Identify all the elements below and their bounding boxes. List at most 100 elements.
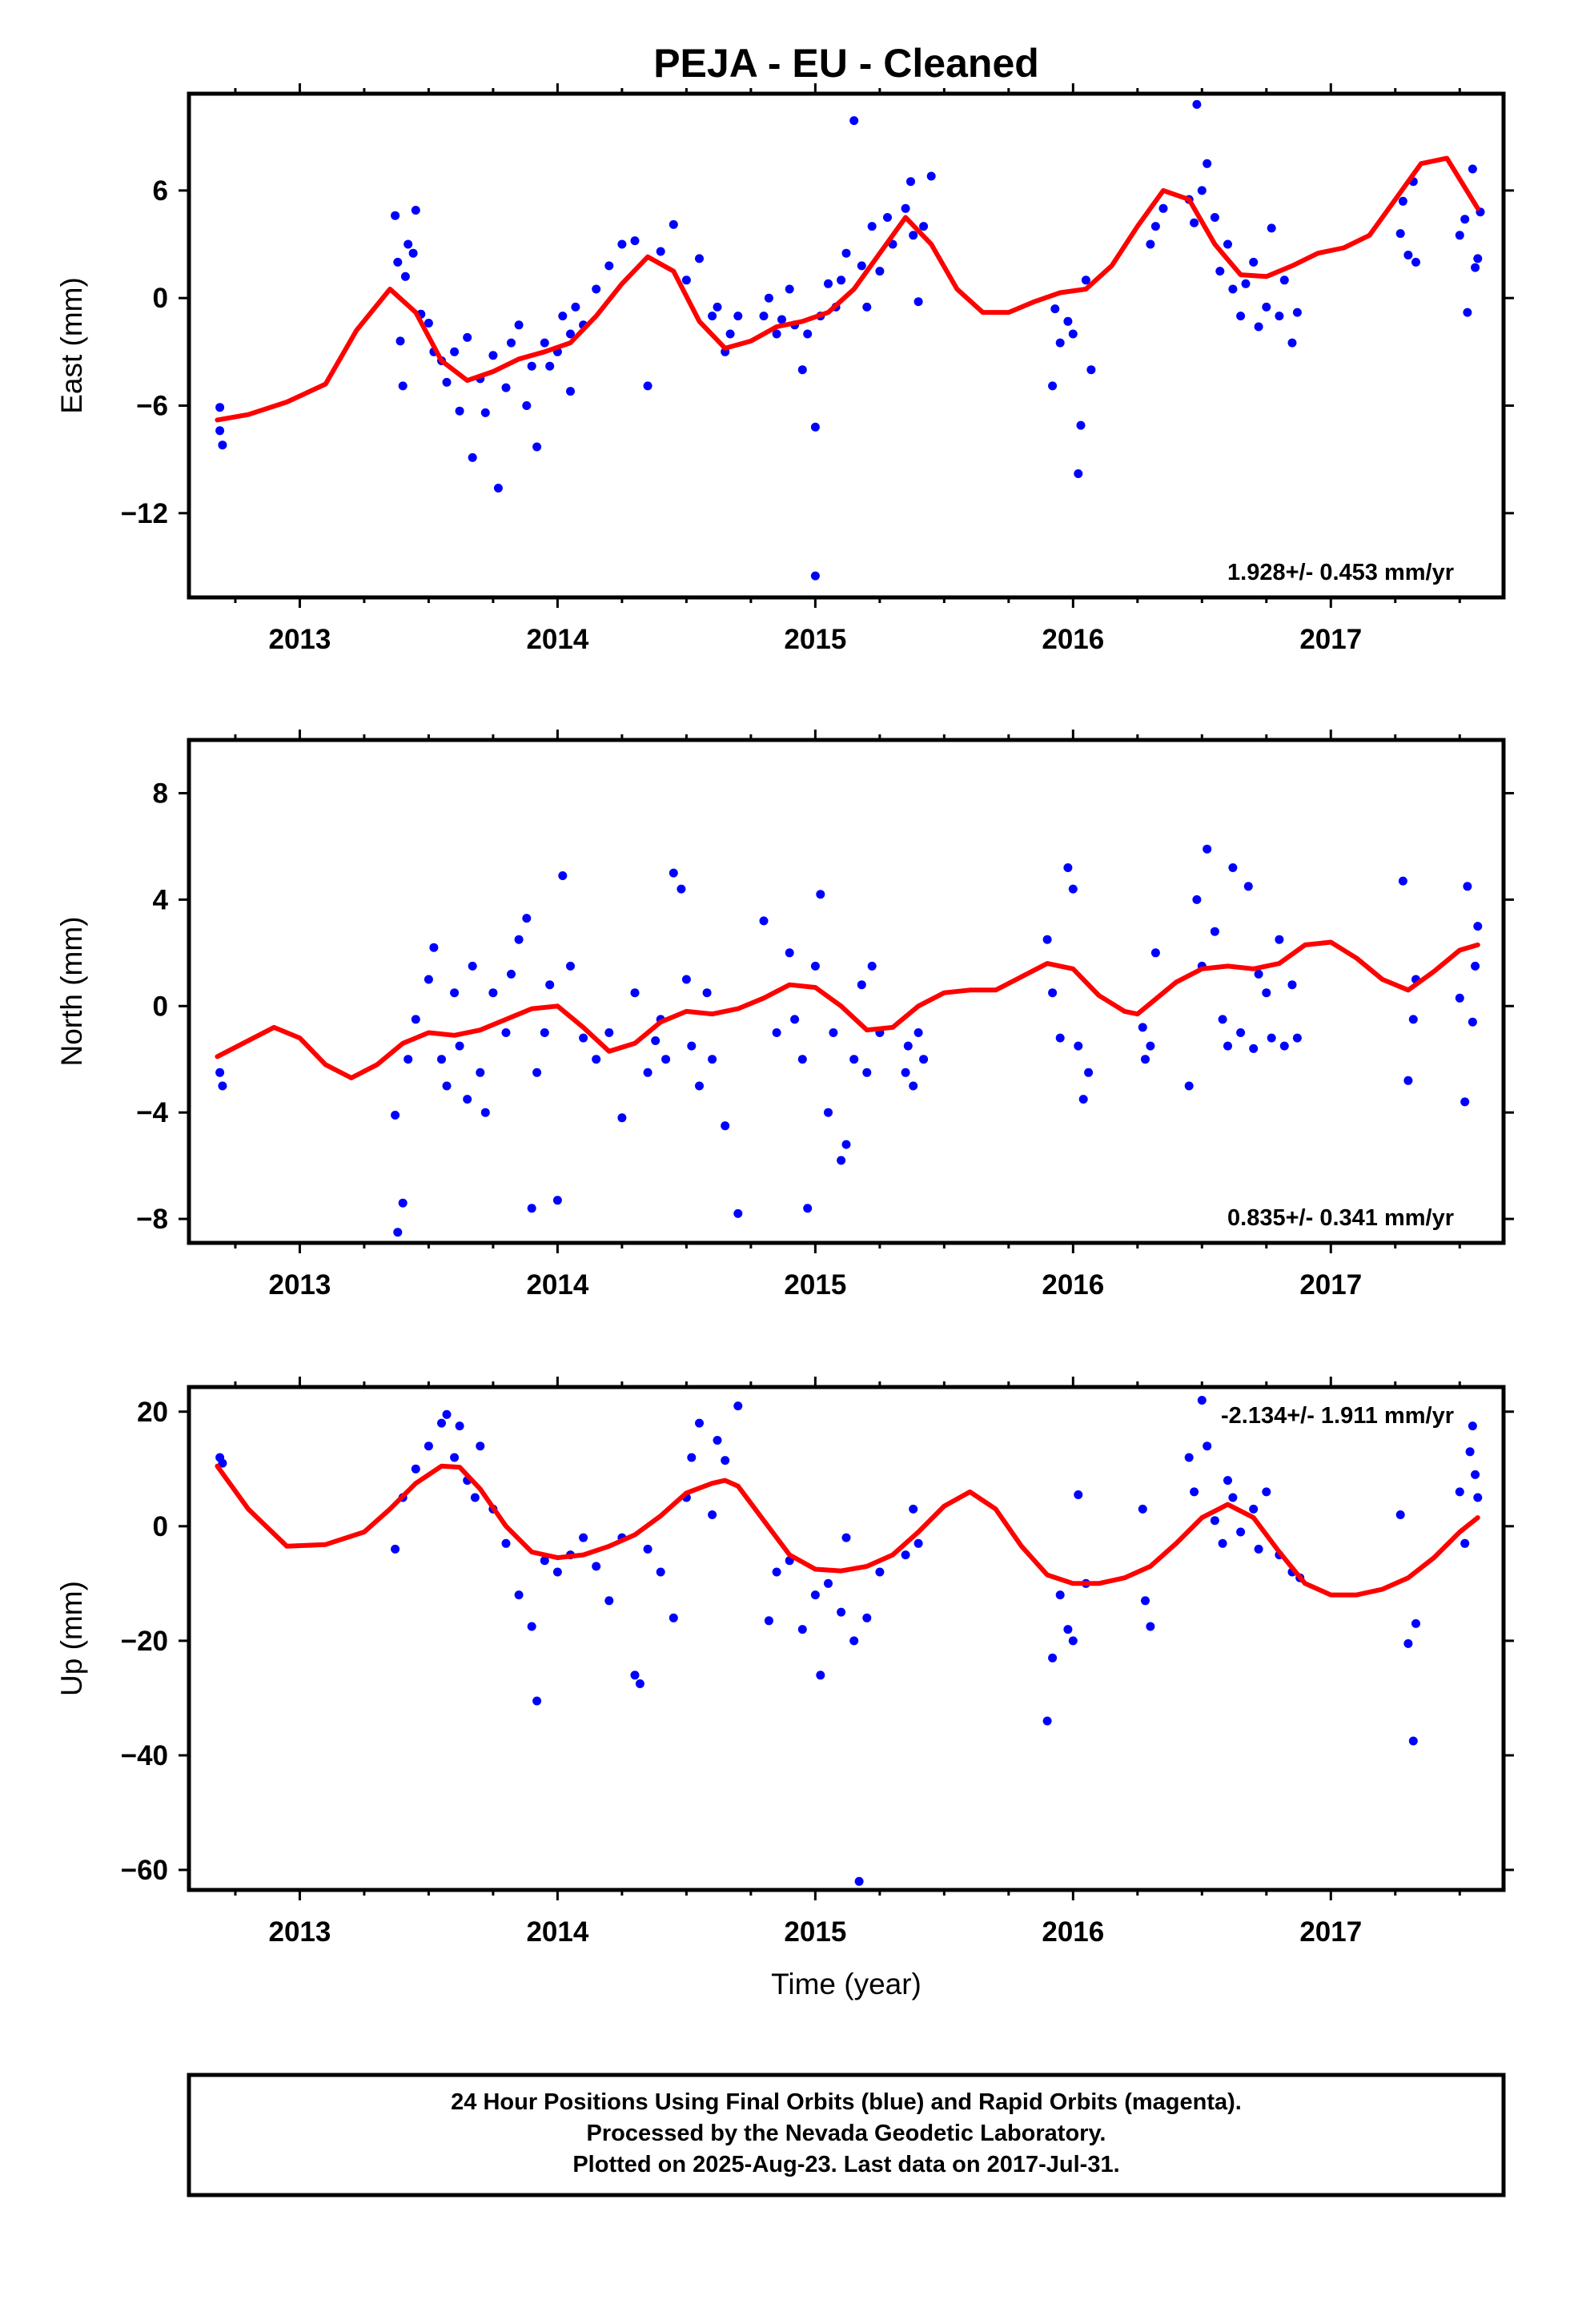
up-data-point xyxy=(1236,1527,1246,1537)
east-data-point xyxy=(764,293,773,303)
east-data-point xyxy=(1076,420,1086,430)
north-y-tick-label: 4 xyxy=(153,884,169,915)
east-data-point xyxy=(1223,239,1232,249)
east-data-point xyxy=(695,254,704,263)
east-data-point xyxy=(468,452,477,462)
north-data-point xyxy=(514,935,524,944)
north-data-point xyxy=(1192,895,1202,904)
up-data-point xyxy=(837,1607,846,1617)
east-data-point xyxy=(867,222,877,231)
up-data-point xyxy=(437,1418,446,1428)
up-y-tick-label: −60 xyxy=(121,1855,168,1886)
east-data-point xyxy=(1055,338,1065,348)
north-data-point xyxy=(398,1198,408,1208)
up-y-axis-label: Up (mm) xyxy=(55,1581,88,1696)
north-model-curve xyxy=(215,939,1480,1080)
east-data-point xyxy=(1150,222,1160,231)
east-y-ticks: 6 0 −6 −12 xyxy=(121,175,1514,529)
north-data-point xyxy=(545,980,555,990)
east-data-point xyxy=(442,377,452,387)
north-data-point xyxy=(816,890,825,899)
north-y-ticks: 8 4 0 −4 −8 xyxy=(136,778,1514,1235)
north-data-point xyxy=(677,884,686,894)
footer-box: 24 Hour Positions Using Final Orbits (bl… xyxy=(187,2073,1506,2197)
north-data-point xyxy=(1184,1081,1194,1091)
east-data-point xyxy=(1228,284,1238,294)
east-data-point xyxy=(450,347,460,356)
east-data-point xyxy=(1473,254,1483,263)
up-y-tick-label: −40 xyxy=(121,1740,168,1771)
north-data-point xyxy=(849,1055,859,1064)
north-data-point xyxy=(702,988,712,998)
up-data-point xyxy=(1068,1636,1078,1646)
up-x-tick-label: 2013 xyxy=(269,1916,331,1948)
up-x-tick-label: 2016 xyxy=(1042,1916,1104,1948)
north-data-point xyxy=(558,871,568,880)
east-data-point xyxy=(656,247,665,256)
north-data-point xyxy=(1267,1033,1276,1043)
up-data-point xyxy=(592,1562,601,1571)
east-data-point xyxy=(1254,322,1263,332)
east-x-tick-label: 2017 xyxy=(1299,624,1362,655)
north-data-point xyxy=(1463,882,1472,891)
north-y-tick-label: −4 xyxy=(136,1097,168,1128)
up-data-point xyxy=(476,1441,485,1451)
north-data-point xyxy=(901,1068,910,1077)
north-data-point xyxy=(1471,961,1480,971)
north-data-point xyxy=(797,1055,807,1064)
north-y-tick-label: −8 xyxy=(136,1204,168,1235)
east-x-tick-label: 2015 xyxy=(784,624,846,655)
east-y-tick-label: 6 xyxy=(153,175,168,207)
east-data-point xyxy=(1267,223,1276,233)
east-data-point xyxy=(480,408,490,417)
north-data-point xyxy=(857,980,866,990)
north-data-point xyxy=(1287,980,1297,990)
up-data-point xyxy=(1184,1453,1194,1462)
up-x-ticks: 2013 2014 2015 2016 2017 xyxy=(234,1377,1461,1948)
east-data-point xyxy=(1063,316,1073,326)
north-data-point xyxy=(772,1028,781,1037)
north-data-point xyxy=(733,1208,743,1218)
north-data-point xyxy=(1279,1041,1289,1051)
east-data-point xyxy=(630,236,640,246)
up-data-point xyxy=(1455,1487,1464,1497)
north-data-point xyxy=(1223,1041,1232,1051)
east-data-point xyxy=(777,315,786,324)
north-y-tick-label: 0 xyxy=(153,991,168,1022)
north-data-point xyxy=(824,1108,833,1117)
east-data-point xyxy=(824,279,833,288)
up-data-point xyxy=(909,1504,918,1514)
north-data-point xyxy=(450,988,460,998)
up-x-tick-label: 2015 xyxy=(784,1916,846,1948)
north-data-point xyxy=(669,868,678,878)
east-data-point xyxy=(455,406,464,416)
north-data-point xyxy=(532,1068,542,1077)
north-data-point xyxy=(1138,1023,1147,1032)
east-model-curve xyxy=(215,155,1480,423)
east-data-point xyxy=(883,213,892,222)
north-data-point xyxy=(476,1068,485,1077)
north-data-point xyxy=(909,1081,918,1091)
up-data-point xyxy=(1218,1538,1227,1548)
north-data-points xyxy=(215,844,1483,1237)
up-data-point xyxy=(579,1533,588,1542)
east-data-point xyxy=(1050,304,1060,314)
north-data-point xyxy=(651,1036,661,1045)
east-data-point xyxy=(759,312,769,321)
east-data-point xyxy=(1210,213,1219,222)
east-data-point xyxy=(1048,381,1058,391)
up-data-point xyxy=(1074,1490,1083,1499)
up-y-ticks: 20 0 −20 −40 −60 xyxy=(121,1397,1514,1886)
east-data-point xyxy=(1395,229,1405,239)
east-data-point xyxy=(493,484,503,493)
north-data-point xyxy=(1141,1055,1150,1064)
up-panel: 2013 2014 2015 2016 2017 20 0 −20 −40 −60 Up (mm) -… xyxy=(55,1377,1514,2000)
up-data-point xyxy=(1411,1618,1420,1628)
up-data-point xyxy=(450,1453,460,1462)
east-data-point xyxy=(1086,365,1096,375)
north-data-point xyxy=(552,1196,562,1205)
up-data-point xyxy=(411,1464,420,1474)
north-data-point xyxy=(1275,935,1284,944)
north-data-point xyxy=(1460,1097,1470,1107)
